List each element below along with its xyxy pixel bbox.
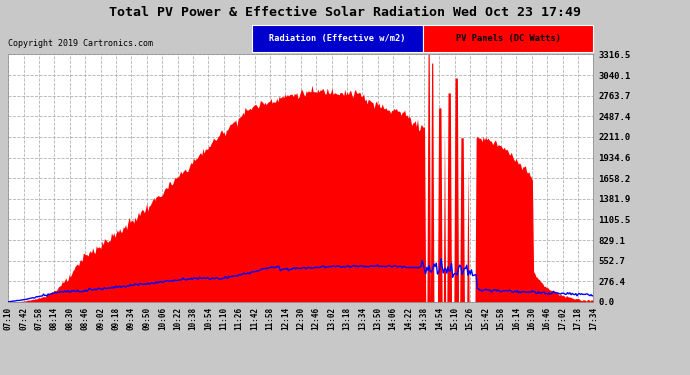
Text: Radiation (Effective w/m2): Radiation (Effective w/m2) — [269, 34, 406, 43]
Text: PV Panels (DC Watts): PV Panels (DC Watts) — [455, 34, 560, 43]
Text: Total PV Power & Effective Solar Radiation Wed Oct 23 17:49: Total PV Power & Effective Solar Radiati… — [109, 6, 581, 19]
Text: Copyright 2019 Cartronics.com: Copyright 2019 Cartronics.com — [8, 39, 153, 48]
Bar — [252, 25, 422, 52]
Bar — [422, 25, 593, 52]
